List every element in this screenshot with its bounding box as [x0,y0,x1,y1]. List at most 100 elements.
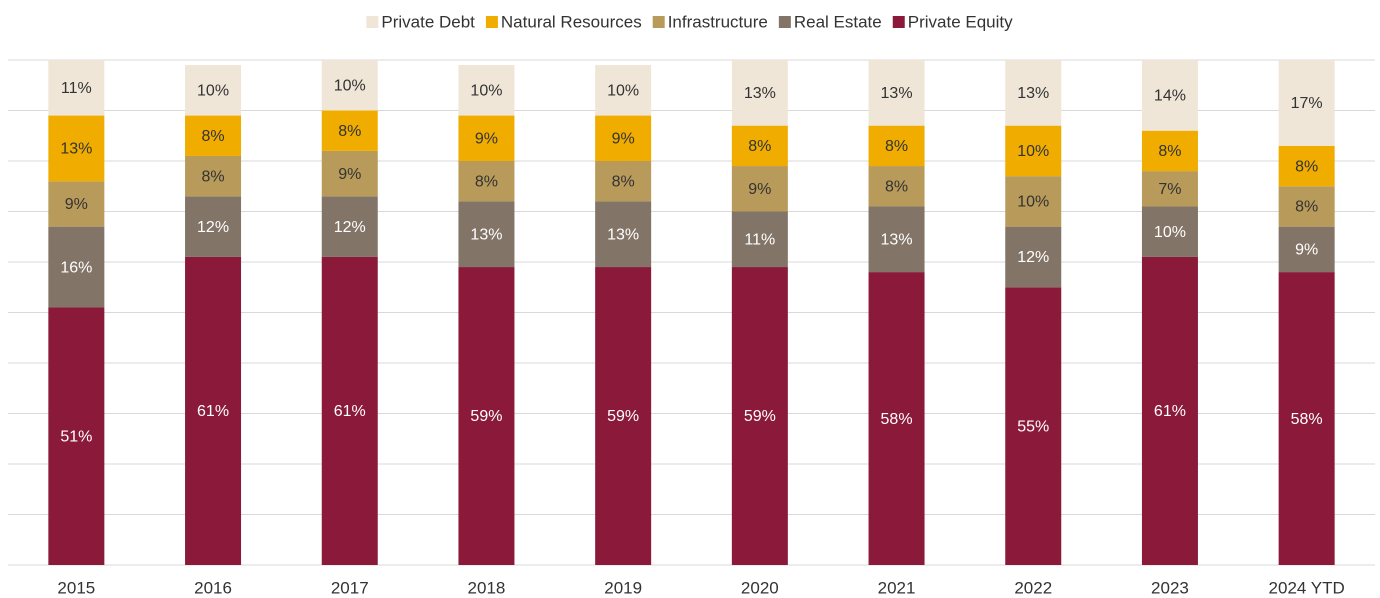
data-label: 12% [334,219,366,236]
bar-segment [595,201,652,268]
bar-segment [321,60,378,111]
bar-segment [868,206,925,273]
data-label: 13% [1017,85,1049,102]
data-label: 61% [1154,403,1186,420]
bar-segment [321,150,378,197]
data-label: 59% [607,408,639,425]
data-label: 8% [338,123,361,140]
bar-segment [731,60,788,126]
data-label: 13% [470,226,502,243]
bar-segment [185,155,242,197]
x-tick-label: 2023 [1151,578,1189,597]
data-label: 59% [744,408,776,425]
data-label: 13% [607,226,639,243]
bar-segment [1005,176,1062,227]
x-tick-label: 2018 [468,578,506,597]
bar-segment [185,256,242,565]
bar-segment [868,272,925,565]
data-label: 58% [1291,411,1323,428]
data-label: 8% [1295,199,1318,216]
bar-segment [1278,272,1335,565]
bar-segment [458,161,515,202]
data-label: 8% [748,138,771,155]
bar-segment [458,201,515,268]
data-label: 10% [607,83,639,100]
data-label: 7% [1158,181,1181,198]
data-label: 9% [1295,242,1318,259]
bar-segment [48,307,105,565]
legend-label: Private Equity [908,12,1013,31]
bar-segment [48,226,105,308]
bar-segment [458,65,515,116]
x-tick-label: 2015 [57,578,95,597]
data-label: 8% [201,168,224,185]
data-label: 10% [1017,194,1049,211]
legend-label: Infrastructure [668,12,768,31]
data-label: 16% [60,259,92,276]
legend-swatch [778,16,791,28]
data-label: 61% [334,403,366,420]
bar-segment [1005,287,1062,565]
bar-segment [48,115,105,182]
bar-segment [731,166,788,212]
x-tick-label: 2022 [1014,578,1052,597]
bar-segment [868,166,925,207]
legend-swatch [485,16,498,28]
bar-segment [1278,186,1335,227]
x-tick-label: 2021 [878,578,916,597]
data-label: 8% [885,178,908,195]
data-label: 13% [881,231,913,248]
bar-segment [1005,226,1062,288]
data-label: 10% [1154,224,1186,241]
legend-swatch [652,16,665,28]
data-label: 9% [475,130,498,147]
bar-segment [321,196,378,257]
bar-segment [1141,206,1198,257]
data-label: 12% [1017,249,1049,266]
data-label: 55% [1017,418,1049,435]
data-label: 9% [612,130,635,147]
data-label: 9% [748,181,771,198]
bar-segment [185,115,242,156]
bar-segment [1278,60,1335,146]
data-label: 59% [470,408,502,425]
legend-swatch [366,16,379,28]
data-label: 11% [744,231,775,248]
bar-segment [1278,226,1335,273]
legend-swatch [892,16,905,28]
data-label: 8% [201,128,224,145]
data-label: 8% [885,138,908,155]
bar-segment [1141,60,1198,131]
bar-segment [1141,171,1198,207]
bar-segment [321,110,378,151]
bar-segment [185,65,242,116]
data-label: 8% [1295,158,1318,175]
data-label: 8% [475,173,498,190]
legend-label: Natural Resources [501,12,642,31]
data-label: 13% [60,141,92,158]
bar-segment [1278,145,1335,187]
bar-segment [1141,256,1198,565]
data-label: 10% [470,83,502,100]
data-label: 8% [1158,143,1181,160]
x-tick-label: 2016 [194,578,232,597]
data-label: 13% [881,85,913,102]
bar-segment [185,196,242,257]
bar-segment [321,256,378,565]
data-label: 10% [1017,143,1049,160]
bar-segment [595,65,652,116]
x-tick-label: 2020 [741,578,779,597]
data-label: 8% [612,173,635,190]
bar-segment [1141,130,1198,172]
bar-segment [458,267,515,565]
bar-segment [48,60,105,116]
bar-segment [731,125,788,167]
bar-segment [731,267,788,565]
data-label: 51% [60,428,92,445]
bar-segment [595,267,652,565]
bar-segment [868,60,925,126]
x-tick-label: 2017 [331,578,369,597]
bar-segment [458,115,515,161]
data-label: 61% [197,403,229,420]
